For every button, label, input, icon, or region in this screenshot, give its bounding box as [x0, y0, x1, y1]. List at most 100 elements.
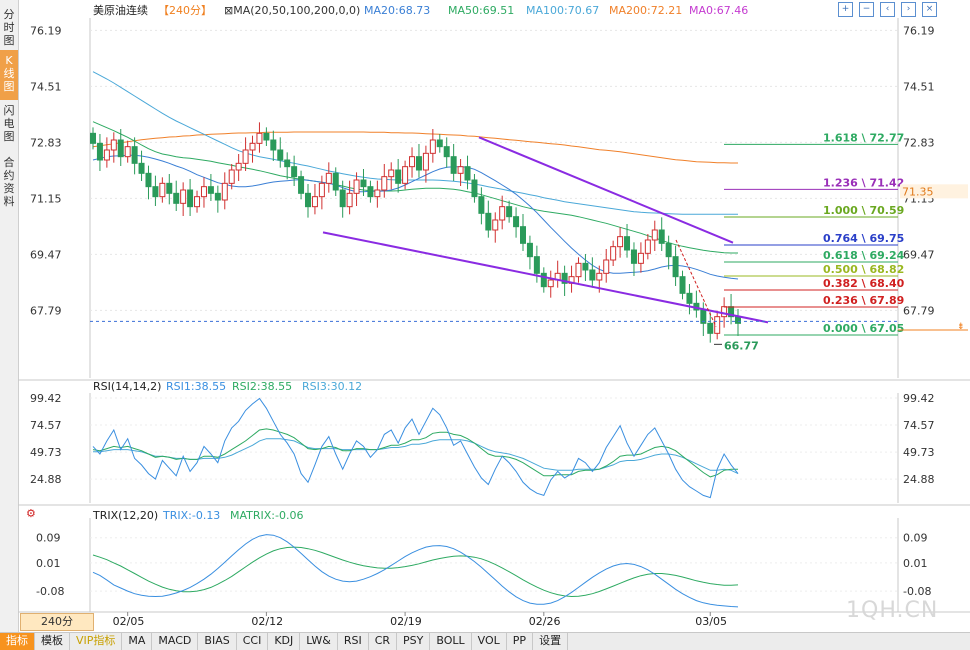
candle-body — [450, 156, 457, 174]
candle-body — [367, 186, 374, 198]
ma50-line — [92, 121, 738, 254]
candle-body — [575, 262, 582, 278]
rsi-y-tick-right: 24.88 — [903, 473, 935, 486]
candle-body — [249, 142, 256, 151]
candle-body — [658, 229, 665, 244]
candle-body — [339, 189, 346, 208]
x-tick-label: 03/05 — [695, 615, 727, 628]
x-tick-label: 02/19 — [390, 615, 422, 628]
y-tick-label-right: 76.19 — [903, 24, 935, 37]
indicator-tab-kdj[interactable]: KDJ — [268, 633, 301, 650]
candle-body — [513, 216, 520, 228]
indicator-tab-指标[interactable]: 指标 — [0, 633, 35, 650]
x-tick-label: 02/26 — [529, 615, 561, 628]
plus-icon[interactable]: + — [838, 2, 853, 17]
candle-body — [194, 196, 201, 208]
y-tick-label-left: 76.19 — [30, 24, 62, 37]
candle-body — [415, 156, 422, 171]
rsi-y-tick-right: 74.57 — [903, 419, 935, 432]
rsi-y-tick-left: 49.73 — [30, 446, 62, 459]
candle-body — [499, 206, 506, 221]
fib-level-label: 0.236 \ 67.89 — [823, 294, 904, 307]
y-tick-label-right: 67.79 — [903, 304, 935, 317]
rsi-title: RSI(14,14,2) — [93, 380, 161, 393]
sidebar-tab-2[interactable]: 闪电图 — [3, 104, 15, 143]
indicator-tab-cr[interactable]: CR — [369, 633, 398, 650]
indicator-tab-psy[interactable]: PSY — [397, 633, 431, 650]
candle-body — [526, 242, 533, 258]
y-tick-label-right: 74.51 — [903, 80, 935, 93]
fib-level-label: 1.236 \ 71.42 — [823, 176, 904, 189]
close-icon[interactable]: × — [922, 2, 937, 17]
rsi3-line — [93, 438, 739, 475]
rsi1-line — [92, 397, 739, 499]
y-tick-label-left: 71.15 — [30, 192, 62, 205]
candle-body — [395, 169, 402, 184]
candle-body — [207, 186, 214, 194]
left-icon[interactable]: ‹ — [880, 2, 895, 17]
candle-body — [443, 146, 450, 158]
candle-body — [672, 256, 679, 278]
candle-body — [277, 149, 284, 161]
candle-body — [637, 252, 644, 264]
candle-body — [291, 166, 298, 178]
rsi-legend-2: RSI3:30.12 — [302, 380, 362, 393]
channel-lower-line — [322, 231, 769, 324]
candle-body — [117, 139, 124, 158]
indicator-tab-cci[interactable]: CCI — [237, 633, 269, 650]
indicator-tab-ma[interactable]: MA — [122, 633, 153, 650]
candle-body — [353, 179, 360, 194]
sidebar-tab-0[interactable]: 分时图 — [3, 8, 15, 47]
candle-body — [235, 162, 242, 171]
candle-body — [325, 172, 332, 184]
trix-y-tick-left: 0.09 — [36, 532, 61, 545]
current-price-label: 71.35 — [902, 185, 934, 198]
candle-body — [374, 189, 381, 198]
y-tick-label-left: 72.83 — [30, 136, 62, 149]
y-tick-label-left: 69.47 — [30, 248, 62, 261]
candle-body — [457, 166, 464, 174]
trix-title: TRIX(12,20) — [92, 509, 158, 522]
indicator-tab-bias[interactable]: BIAS — [198, 633, 237, 650]
candle-body — [159, 182, 166, 198]
candle-body — [651, 229, 658, 241]
ma-legend-4: MA0:67.46 — [689, 4, 748, 17]
candle-body — [686, 292, 693, 304]
indicator-tab-bar: 指标 模板 VIP指标 MA MACD BIAS CCI KDJ LW& RSI CR PSY BOLL… — [0, 632, 970, 650]
indicator-tab-boll[interactable]: BOLL — [430, 633, 472, 650]
candle-body — [589, 269, 596, 281]
indicator-tab-vip指标[interactable]: VIP指标 — [70, 633, 123, 650]
y-tick-label-right: 72.83 — [903, 136, 935, 149]
ma20-line — [92, 154, 739, 280]
indicator-tab-vol[interactable]: VOL — [472, 633, 507, 650]
candle-body — [152, 186, 159, 198]
indicator-tab-macd[interactable]: MACD — [152, 633, 199, 650]
sidebar-tab-3[interactable]: 合约资料 — [3, 156, 15, 208]
fib-level-label: 0.764 \ 69.75 — [823, 232, 904, 245]
trix-y-tick-right: 0.09 — [903, 532, 928, 545]
candle-body — [298, 176, 305, 194]
fib-level-label: 0.000 \ 67.05 — [823, 322, 904, 335]
candle-body — [665, 242, 672, 258]
indicator-tab-lw&[interactable]: LW& — [300, 633, 338, 650]
candle-body — [547, 279, 554, 288]
candle-body — [228, 169, 235, 184]
right-icon[interactable]: › — [901, 2, 916, 17]
indicator-tab-rsi[interactable]: RSI — [338, 633, 369, 650]
indicator-tab-设置[interactable]: 设置 — [533, 633, 569, 650]
candle-body — [582, 262, 589, 271]
indicator-tab-pp[interactable]: PP — [507, 633, 534, 650]
candle-body — [610, 246, 617, 261]
minus-icon[interactable]: − — [859, 2, 874, 17]
candle-body — [346, 192, 353, 208]
candle-body — [103, 149, 110, 161]
candle-body — [173, 192, 180, 204]
trix-legend-0: TRIX:-0.13 — [162, 509, 220, 522]
trix-legend-1: MATRIX:-0.06 — [230, 509, 303, 522]
period-selector[interactable]: 240分 — [20, 613, 94, 631]
ma-title: ⊠MA(20,50,100,200,0,0) — [224, 4, 360, 17]
candle-body — [429, 139, 436, 154]
indicator-tab-模板[interactable]: 模板 — [35, 633, 70, 650]
